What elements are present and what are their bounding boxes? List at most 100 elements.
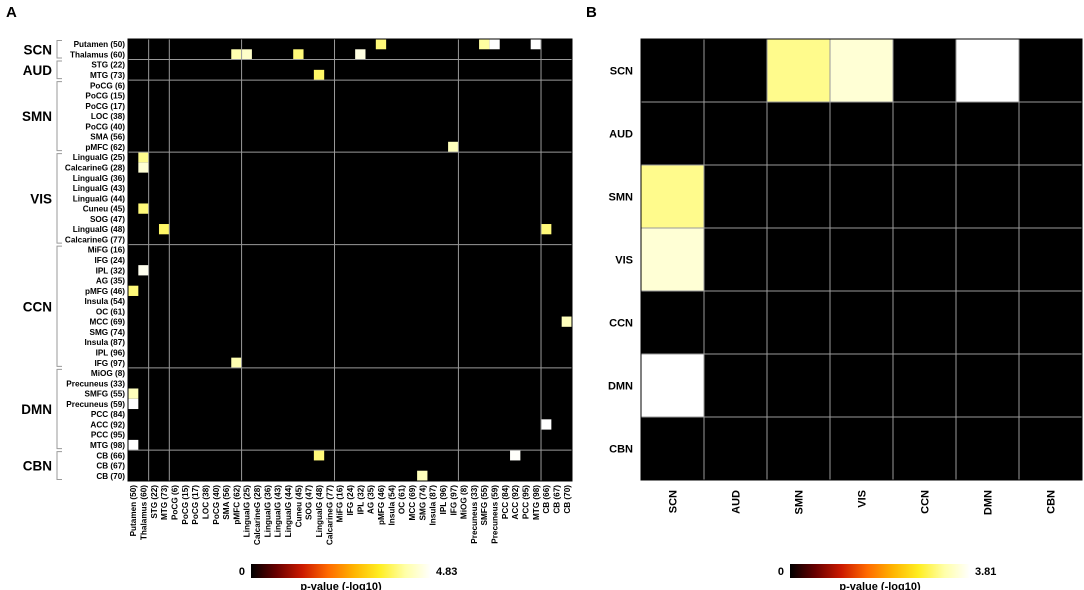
panel-b-row-label: CBN (609, 444, 633, 456)
panel-a-letter: A (6, 4, 17, 21)
panel-b-cell (893, 165, 956, 228)
panel-b-cell (704, 291, 767, 354)
panel-a-row-label: CalcarineG (28) (65, 163, 125, 172)
panel-b-cell (830, 291, 893, 354)
panel-a-column-label: IFG (24) (346, 485, 355, 516)
panel-a-row-label: LingualG (44) (73, 194, 126, 203)
panel-a-column-label: PoCG (6) (170, 485, 179, 520)
panel-a-row-label: LingualG (36) (73, 174, 126, 183)
panel-a-row-label: IPL (96) (96, 349, 126, 358)
panel-a-column-label: PoCG (17) (191, 485, 200, 525)
panel-b-row-label: AUD (609, 129, 633, 141)
panel-b-cell (830, 354, 893, 417)
panel-b-cell (830, 228, 893, 291)
panel-b-row-label: SCN (610, 66, 633, 78)
panel-b-cell (830, 102, 893, 165)
panel-b-cell (704, 165, 767, 228)
panel-a-cell (128, 439, 139, 451)
panel-b-colorbar-min: 0 (778, 566, 784, 578)
panel-b-heatmap: SCN AUD SMN VIS CCN DMN CBN SCN AUD SMN VIS CCN DMN C… (608, 38, 1083, 590)
panel-a-plot-background (128, 39, 572, 481)
panel-b-cell (767, 102, 830, 165)
panel-a-network-bracket (56, 245, 62, 367)
panel-a-cell (293, 49, 304, 60)
panel-a-row-label: IPL (32) (96, 266, 126, 275)
panel-a-row-label: PoCG (15) (85, 92, 125, 101)
panel-a-row-label: PCC (95) (91, 431, 125, 440)
panel-b-colorbar-title: p-value (-log10) (839, 581, 921, 590)
panel-a-row-label: AG (35) (96, 277, 125, 286)
panel-a-column-label: PoCG (15) (181, 485, 190, 525)
panel-a-column-label: pMFC (62) (232, 485, 241, 525)
panel-a-row-label: CB (66) (96, 451, 125, 460)
panel-a-network-label: AUD (23, 63, 52, 78)
panel-a-column-label: LingualG (44) (284, 485, 293, 538)
panel-b-cell (704, 417, 767, 480)
panel-a-cell (417, 470, 428, 481)
panel-b-cell (893, 354, 956, 417)
panel-a-column-label: LOC (38) (201, 485, 210, 519)
panel-a-colorbar-max: 4.83 (436, 566, 457, 578)
panel-a-row-label: LingualG (48) (73, 225, 126, 234)
panel-b-cell (893, 39, 956, 102)
panel-a-network-label: SMN (22, 109, 52, 124)
panel-a-network-label: SCN (23, 42, 52, 57)
panel-a-column-label: Putamen (50) (129, 485, 138, 537)
panel-b-cell (956, 354, 1019, 417)
panel-b-column-label: VIS (857, 490, 869, 508)
panel-b-column-label: SCN (668, 490, 680, 513)
panel-b-column-label: DMN (983, 490, 995, 515)
panel-a-column-label: CB (66) (542, 485, 551, 514)
panel-b-cell (641, 102, 704, 165)
panel-a-row-label: IFG (24) (95, 256, 126, 265)
panel-b-cell (1019, 228, 1082, 291)
panel-a-cell (138, 162, 149, 173)
panel-b-cell (641, 291, 704, 354)
panel-b-colorbar-max: 3.81 (975, 566, 996, 578)
panel-a-row-label: STG (22) (91, 61, 125, 70)
panel-a-row-label: LOC (38) (91, 112, 125, 121)
panel-a-cell (313, 69, 325, 81)
panel-a-column-label: SOG (47) (305, 485, 314, 520)
panel-a-column-label: IFG (97) (449, 485, 458, 516)
panel-b-row-label: SMN (609, 192, 634, 204)
panel-a-network-label: DMN (21, 402, 52, 417)
panel-a-cell (138, 265, 149, 276)
panel-a-row-label: IFG (97) (95, 359, 126, 368)
panel-a-network-bracket (56, 451, 62, 480)
panel-a-cell (541, 224, 552, 235)
panel-b-cell (767, 417, 830, 480)
panel-b-cell (1019, 102, 1082, 165)
panel-b-cell (956, 165, 1019, 228)
panel-b-cell (893, 291, 956, 354)
panel-a-column-label: CalcarineG (77) (325, 485, 334, 545)
panel-b-cell (767, 39, 830, 102)
panel-a-row-label: Putamen (50) (74, 40, 126, 49)
panel-b-cell (893, 417, 956, 480)
panel-b-row-label: CCN (609, 318, 633, 330)
panel-a-row-label: Thalamus (60) (70, 50, 125, 59)
panel-a-cell (510, 450, 521, 461)
panel-a-column-label: STG (22) (150, 485, 159, 519)
panel-b-cell (704, 102, 767, 165)
panel-a-frame (127, 38, 573, 482)
panel-a-row-label: MiFG (16) (88, 246, 126, 255)
panel-a-column-label: Precuneus (59) (491, 485, 500, 544)
panel-a-cell (128, 285, 139, 296)
panel-b-cell (893, 228, 956, 291)
panel-a-column-label: CB (70) (563, 485, 572, 514)
panel-b-colorbar (790, 564, 970, 578)
panel-a-column-label: MTG (73) (160, 485, 169, 520)
panel-a-column-label: IPL (96) (439, 485, 448, 515)
panel-a-cell (355, 49, 366, 60)
panel-a-column-label: MiFG (16) (336, 485, 345, 523)
panel-a-row-label: PCC (84) (91, 410, 125, 419)
panel-a-column-label: SMA (56) (222, 485, 231, 520)
panel-b-cell (1019, 291, 1082, 354)
panel-a-column-label: SMG (74) (418, 485, 427, 521)
panel-a-column-label: Insula (87) (429, 485, 438, 526)
panel-b-cell (956, 102, 1019, 165)
panel-b-cell (704, 354, 767, 417)
panel-a-column-label: LingualG (43) (274, 485, 283, 538)
panel-b-cell (956, 228, 1019, 291)
